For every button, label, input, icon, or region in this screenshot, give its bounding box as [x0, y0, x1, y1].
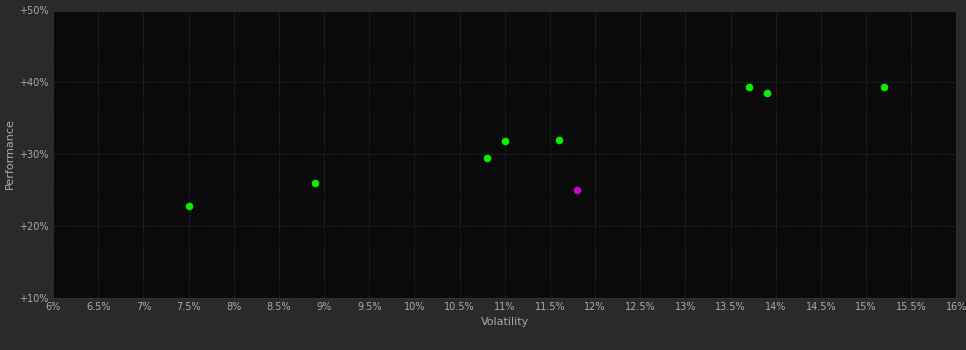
Y-axis label: Performance: Performance [5, 119, 14, 189]
Point [759, 90, 775, 96]
Point [552, 137, 567, 142]
Point [307, 180, 323, 186]
Point [181, 203, 196, 209]
Point [741, 84, 756, 90]
Point [479, 155, 495, 160]
Point [569, 187, 584, 192]
Point [497, 138, 513, 144]
Point [876, 84, 892, 90]
X-axis label: Volatility: Volatility [481, 316, 528, 327]
